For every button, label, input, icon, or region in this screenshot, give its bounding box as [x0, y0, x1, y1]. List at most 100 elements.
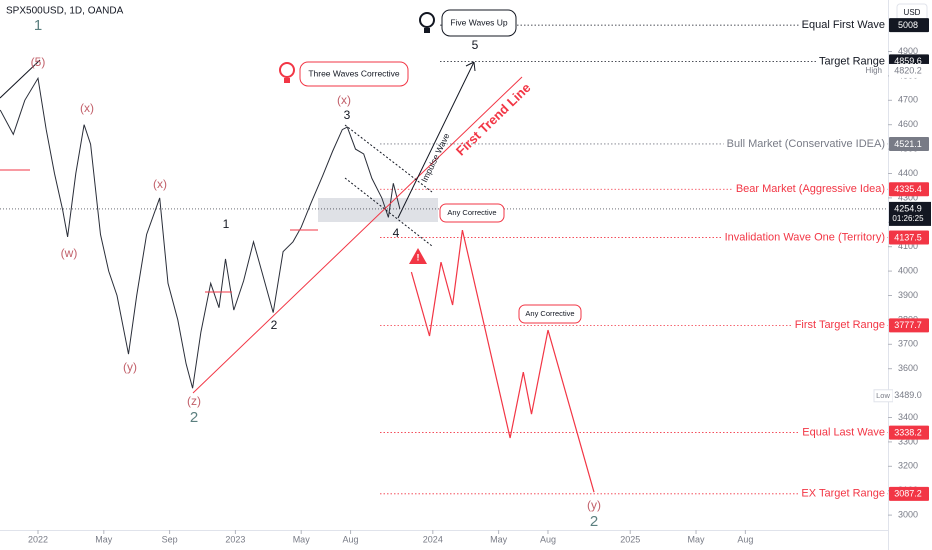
- price-tag-label: 5008: [898, 20, 918, 30]
- level-label: Equal First Wave: [802, 19, 885, 31]
- x-tick-label: 2022: [28, 534, 48, 544]
- channel-line: [344, 177, 433, 247]
- y-tick-label: 4000: [898, 265, 918, 275]
- price-tag: [889, 486, 929, 501]
- wave-label: (x): [153, 177, 167, 191]
- arrow-head: [465, 61, 476, 72]
- annotation: Any Corrective: [525, 309, 574, 318]
- level-label-bg: [798, 18, 887, 33]
- price-line: [410, 229, 595, 493]
- level-label-bg: [799, 425, 887, 440]
- arrow: [397, 61, 475, 219]
- price-tag-label: 4137.5: [894, 232, 922, 242]
- level-label-bg: [723, 136, 887, 151]
- low-value: 3489.0: [894, 390, 922, 400]
- x-tick-label: Sep: [162, 534, 178, 544]
- y-tick-label: 3900: [898, 290, 918, 300]
- y-tick-label: 3400: [898, 412, 918, 422]
- y-tick-label: 4400: [898, 168, 918, 178]
- wave-labels: 1 (5) (x) (w) (y) (x) (z) 2 1 2 (x) 3 4 …: [31, 17, 601, 530]
- wave-label: (x): [80, 101, 94, 115]
- wave-label: (y): [587, 498, 601, 512]
- price-tag: [889, 425, 929, 440]
- y-tick-label: 4100: [898, 241, 918, 251]
- y-tick-label: 4600: [898, 119, 918, 129]
- annotation: Any Corrective: [447, 208, 496, 217]
- level-label: Equal Last Wave: [802, 426, 885, 438]
- annotation-box: [299, 61, 409, 87]
- level-label-bg: [721, 230, 887, 245]
- price-tag: [889, 182, 929, 197]
- price-tag: [889, 230, 929, 245]
- x-tick-label: 2025: [620, 534, 640, 544]
- wave-label: 2: [190, 409, 198, 426]
- level-label: First Target Range: [795, 319, 885, 331]
- wave-label: 4: [393, 226, 400, 240]
- svg-text:!: !: [417, 252, 420, 262]
- x-tick-label: May: [490, 534, 508, 544]
- annotation: Three Waves Corrective: [308, 68, 400, 78]
- x-tick-label: Aug: [540, 534, 556, 544]
- x-tick-label: May: [95, 534, 113, 544]
- wave-label: 1: [34, 17, 42, 34]
- trend-line: [192, 76, 523, 394]
- price-tag: [893, 388, 931, 403]
- y-tick-label: 4900: [898, 46, 918, 56]
- warning-icon: !: [409, 248, 427, 264]
- price-tag-label: 3338.2: [894, 427, 922, 437]
- x-tick-label: Aug: [737, 534, 753, 544]
- price-tag: [889, 318, 929, 333]
- level-label: Bear Market (Aggressive Idea): [736, 183, 885, 195]
- y-tick-label: 4700: [898, 95, 918, 105]
- y-tick-label: 3700: [898, 339, 918, 349]
- y-tick-label: 3300: [898, 436, 918, 446]
- level-label-bg: [815, 54, 887, 69]
- annotation-box: [518, 304, 582, 324]
- wave-label: (y): [123, 360, 137, 374]
- y-tick-label: 3600: [898, 363, 918, 373]
- price-tag-label: 4521.1: [894, 139, 922, 149]
- y-tick-label: 3000: [898, 509, 918, 519]
- last-price-label: 4254.9: [894, 203, 922, 213]
- x-tick-label: Aug: [343, 534, 359, 544]
- price-line: [0, 76, 401, 389]
- level-label: EX Target Range: [801, 488, 885, 500]
- series: [0, 76, 595, 493]
- trend-line: [0, 59, 41, 99]
- x-tick-label: 2024: [423, 534, 443, 544]
- annotation-box: [439, 203, 505, 223]
- level-label-bg: [732, 182, 887, 197]
- price-tag-label: 3777.7: [894, 320, 922, 330]
- annotation-box: [441, 9, 517, 37]
- wave-label: 3: [344, 108, 351, 122]
- bulb-icon: [419, 12, 435, 33]
- x-tick-label: 2023: [225, 534, 245, 544]
- x-tick-label: May: [293, 534, 311, 544]
- level-label: Bull Market (Conservative IDEA): [727, 138, 885, 150]
- price-tag-label: 3087.2: [894, 489, 922, 499]
- price-tag: [889, 63, 929, 78]
- high-label: High: [866, 66, 882, 75]
- symbol-title: SPX500USD, 1D, OANDA: [6, 6, 124, 17]
- low-label: Low: [876, 391, 890, 400]
- x-tick-label: May: [688, 534, 706, 544]
- level-label-bg: [791, 318, 887, 333]
- wave-label: (5): [31, 55, 46, 69]
- high-value: 4820.2: [894, 65, 922, 75]
- wave-label: (w): [61, 246, 78, 260]
- bulb-icon: [279, 62, 295, 83]
- zone: [318, 198, 438, 222]
- wave-label: 2: [590, 513, 598, 530]
- wave-label: 1: [223, 217, 230, 231]
- annotation: Five Waves Up: [450, 17, 508, 27]
- level-label-bg: [798, 486, 887, 501]
- price-tag: [889, 201, 931, 226]
- currency-label[interactable]: USD: [904, 8, 921, 17]
- wave-label: (z): [187, 394, 201, 408]
- y-tick-label: 3200: [898, 461, 918, 471]
- wave-label: (x): [337, 93, 351, 107]
- price-tag-label: 4859.6: [894, 56, 922, 66]
